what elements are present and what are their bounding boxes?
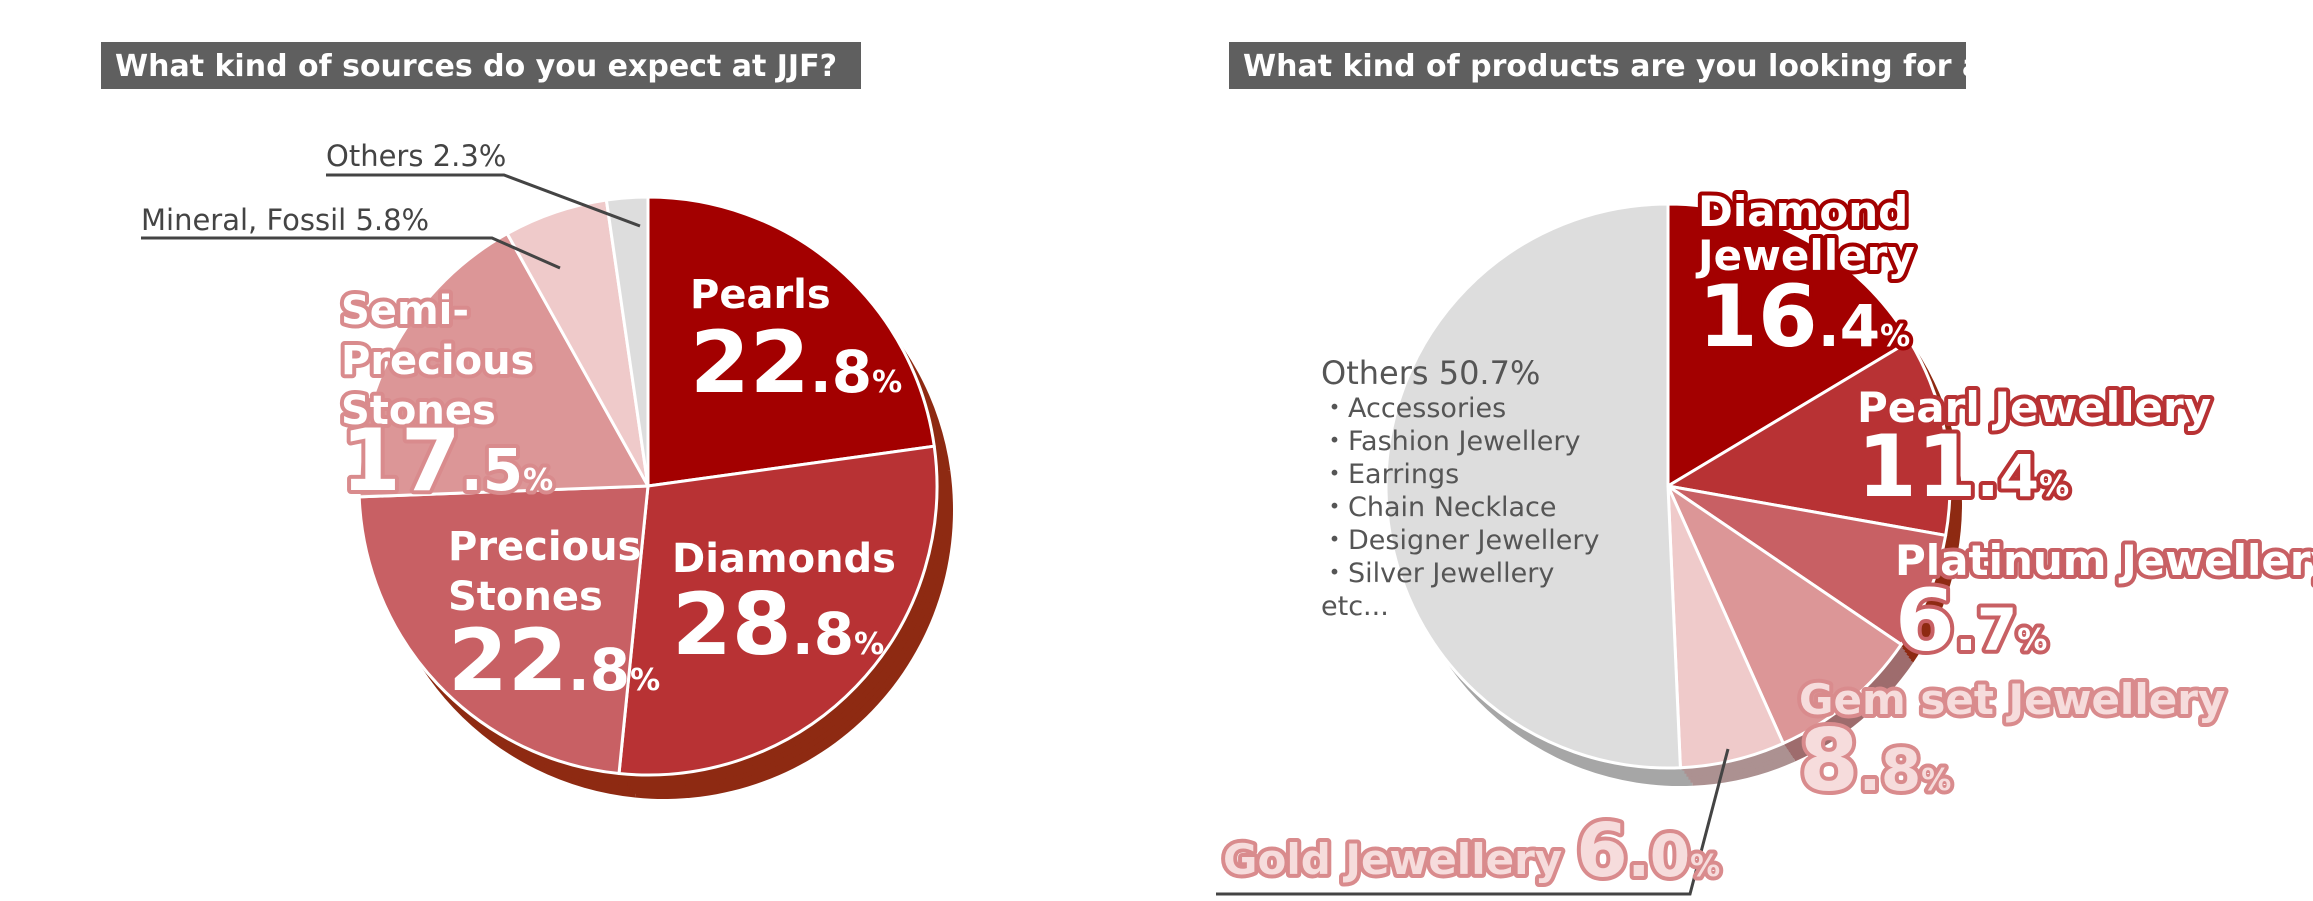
value-label: 22.8% bbox=[690, 313, 902, 413]
category-label: Pearl Jewellery bbox=[1857, 383, 2211, 432]
value-label: 16.4% bbox=[1698, 267, 1910, 367]
slice bbox=[646, 195, 936, 488]
annotation: ・Accessories bbox=[1321, 393, 1506, 424]
category-label: Diamond Jewellery bbox=[1695, 187, 1923, 280]
value-label: 11.4% bbox=[1857, 417, 2069, 517]
leader-line bbox=[1216, 748, 1730, 896]
value-label: 28.8% bbox=[672, 575, 884, 675]
annotation: etc... bbox=[1321, 591, 1389, 622]
leader-line bbox=[141, 236, 561, 270]
category-label: Diamonds bbox=[672, 536, 896, 582]
annotation: ・Fashion Jewellery bbox=[1321, 426, 1580, 457]
category-label: Platinum Jewellery bbox=[1895, 536, 2313, 585]
slice bbox=[617, 444, 939, 777]
annotation: ・Earrings bbox=[1321, 459, 1459, 490]
slice bbox=[1384, 202, 1682, 770]
slice bbox=[357, 232, 650, 499]
title-box bbox=[101, 42, 861, 89]
value-label: 6.7% bbox=[1895, 571, 2047, 671]
slice bbox=[357, 484, 650, 776]
slice bbox=[1666, 339, 1952, 537]
annotation: ・Silver Jewellery bbox=[1321, 558, 1554, 589]
category-label: Others 50.7% bbox=[1321, 354, 1540, 392]
value-label: 22.8% bbox=[448, 611, 660, 711]
category-label: Precious Stones bbox=[448, 524, 655, 620]
value-label: 8.8% bbox=[1799, 711, 1951, 811]
category-label: Semi-Precious Stones bbox=[341, 288, 548, 434]
value-label: 6.0% bbox=[1576, 808, 1720, 894]
slice bbox=[1666, 202, 1912, 488]
slice bbox=[1666, 484, 1948, 647]
category-label: Mineral, Fossil 5.8% bbox=[141, 203, 429, 237]
annotation: ・Designer Jewellery bbox=[1321, 525, 1599, 556]
slice bbox=[1666, 484, 1903, 745]
chart-title: What kind of sources do you expect at JJ… bbox=[115, 49, 837, 84]
annotation: ・Chain Necklace bbox=[1321, 492, 1557, 523]
category-label: Gem set Jewellery bbox=[1799, 675, 2225, 724]
title-box bbox=[1229, 42, 1966, 89]
category-label: Others 2.3% bbox=[326, 139, 506, 173]
slice bbox=[604, 195, 650, 488]
category-label: Gold Jewellery bbox=[1223, 835, 1562, 884]
category-label: Pearls bbox=[690, 272, 831, 318]
value-label: 17.5% bbox=[341, 411, 553, 511]
leader-line bbox=[326, 173, 641, 228]
chart-title: What kind of products are you looking fo… bbox=[1243, 49, 2067, 84]
